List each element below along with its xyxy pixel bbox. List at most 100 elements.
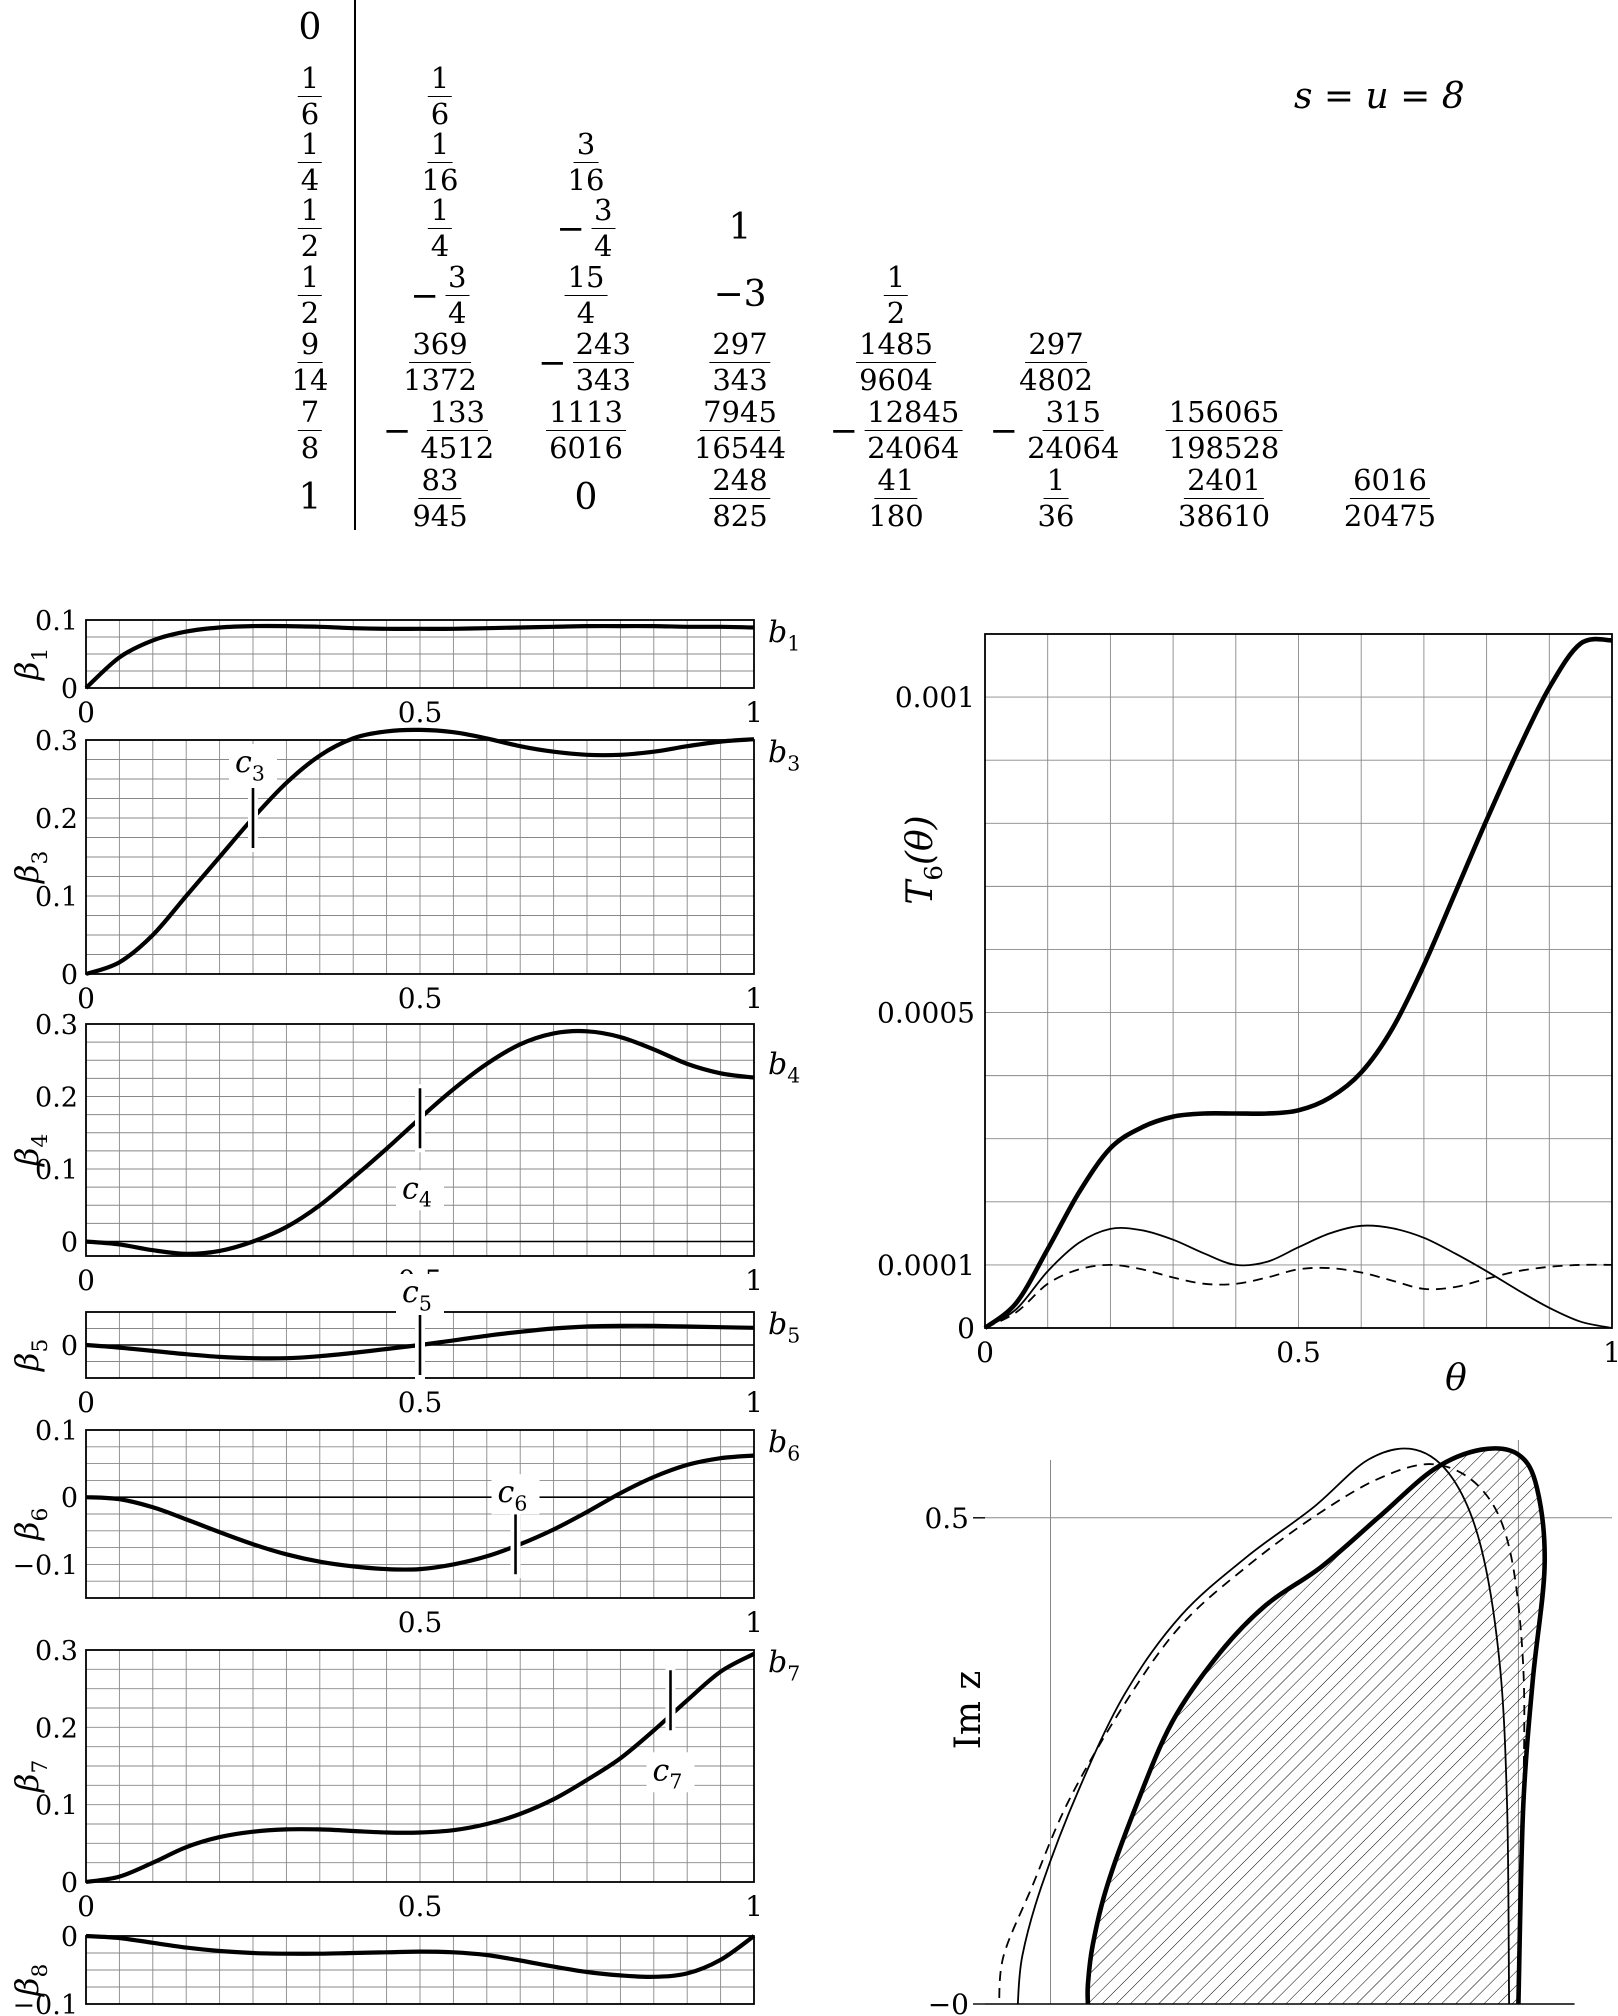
annotation-label-bg bbox=[396, 1274, 444, 1314]
denominator: 2 bbox=[886, 296, 906, 330]
tableau-a-4-2: −3 4 bbox=[557, 196, 616, 261]
tableau-a-5-2: 15 4 bbox=[564, 263, 608, 330]
y-tick-label: 0.2 bbox=[35, 804, 78, 835]
denominator: 4 bbox=[576, 296, 596, 330]
annotation-label: c5 bbox=[402, 1275, 432, 1315]
fraction: 2401 38610 bbox=[1175, 466, 1273, 531]
x-tick-label: 1 bbox=[1603, 1336, 1618, 1369]
tableau-c-8: 1 bbox=[299, 480, 322, 516]
numerator: 15 bbox=[564, 263, 608, 296]
fraction: 297 343 bbox=[709, 330, 771, 397]
y-tick-label: 0 bbox=[61, 1483, 78, 1514]
y-axis-label-text: β6 bbox=[8, 1508, 53, 1541]
tableau-a-8-6: 2401 38610 bbox=[1175, 466, 1273, 531]
x-axis-label: θ bbox=[1445, 1358, 1467, 1399]
fraction: 41 180 bbox=[865, 466, 926, 531]
annotation-label-bg bbox=[491, 1474, 540, 1515]
denominator: 24064 bbox=[867, 431, 960, 465]
y-axis-label-text: β8 bbox=[8, 1964, 53, 1997]
numerator: 7 bbox=[297, 398, 323, 431]
tableau-a-6-1: 369 1372 bbox=[400, 330, 480, 395]
tableau-a-4-3: 1 bbox=[729, 210, 752, 246]
butcher-tableau: s = u = 8 0 1 6 1 4 1 2 1 2 9 14 7 8 1 1 6 1 16 3 16 1 4−3 4 1−… bbox=[0, 0, 1618, 560]
fraction: 83 945 bbox=[409, 466, 470, 531]
x-tick-label: 0.5 bbox=[398, 1890, 443, 1923]
stability-curve-dashed bbox=[998, 1463, 1526, 2005]
numerator: 9 bbox=[297, 330, 323, 363]
right-label-text: b3 bbox=[768, 735, 800, 775]
x-tick-label: 1 bbox=[745, 696, 763, 729]
tableau-a-3-1: 1 16 bbox=[419, 130, 462, 195]
fraction: 9 14 bbox=[289, 330, 332, 395]
numerator: 133 bbox=[426, 398, 488, 431]
numerator: 1 bbox=[427, 64, 453, 97]
tableau-a-3-2: 3 16 bbox=[565, 130, 608, 195]
y-axis-label: β7 bbox=[8, 1760, 53, 1793]
fraction: 156065 198528 bbox=[1165, 398, 1283, 463]
fraction: 243 343 bbox=[572, 330, 634, 395]
y-axis-label-text: β4 bbox=[8, 1134, 53, 1167]
y-axis-label-text: T6(θ) bbox=[900, 815, 948, 904]
numerator: 1 bbox=[427, 130, 453, 163]
annotation-label: c4 bbox=[402, 1171, 432, 1211]
beta-panel-6: 0 0.1 0.2 0.3 0 0.5 1 β7 b7 c7 bbox=[8, 1636, 800, 1923]
numerator: 1 bbox=[297, 64, 323, 97]
y-axis-label: β1 bbox=[8, 648, 53, 681]
right-label: b3 bbox=[768, 735, 800, 775]
stability-panel: 0.5−0−0.50Im zRe z bbox=[924, 1440, 1612, 2016]
beta-panel-3: 00.10.20.300.51β4b4c4 bbox=[8, 1010, 800, 1297]
tableau-a-8-3: 248 825 bbox=[709, 466, 771, 533]
y-axis-label-text: Im z bbox=[948, 1671, 989, 1750]
x-tick-label: 0.5 bbox=[398, 2012, 443, 2016]
panel-frame bbox=[85, 619, 755, 689]
annotation-label-bg bbox=[396, 1170, 444, 1211]
beta-curve bbox=[85, 1933, 756, 1979]
denominator: 4 bbox=[448, 296, 467, 330]
x-tick-label: 0 bbox=[77, 982, 95, 1015]
annotation-label-bg bbox=[646, 1752, 695, 1793]
numerator: 315 bbox=[1042, 398, 1104, 431]
numerator: 41 bbox=[874, 466, 918, 499]
right-label: b6 bbox=[768, 1425, 800, 1465]
value-text: −3 bbox=[713, 274, 767, 315]
y-tick-label: 0 bbox=[61, 1868, 78, 1899]
beta-panel-5: 0.1 0 −0.1 0.5 1 β6 b6 c6 bbox=[8, 1416, 800, 1639]
denominator: 4 bbox=[300, 163, 320, 197]
fraction: 248 825 bbox=[709, 466, 771, 533]
x-tick-label: 0.5 bbox=[398, 1606, 443, 1639]
tableau-a-7-4: −12845 24064 bbox=[830, 398, 963, 463]
numerator: 1113 bbox=[546, 398, 626, 431]
beta-panel-4: 0 0 0.5 1 β5 b5 c5 bbox=[8, 1274, 800, 1419]
x-tick-label: 1 bbox=[745, 1890, 763, 1923]
x-tick-label: 1 bbox=[745, 982, 763, 1015]
denominator: 6 bbox=[430, 97, 450, 131]
denominator: 825 bbox=[712, 499, 768, 533]
denominator: 38610 bbox=[1177, 499, 1271, 533]
y-axis-label-text: β1 bbox=[8, 648, 53, 681]
annotation-label-bg bbox=[229, 744, 277, 784]
x-tick-label: 0 bbox=[77, 696, 95, 729]
parameter-label: s = u = 8 bbox=[1294, 76, 1465, 117]
denominator: 343 bbox=[712, 363, 768, 397]
beta-curve bbox=[84, 623, 755, 690]
minus-sign: − bbox=[829, 410, 859, 451]
right-label-text: b4 bbox=[768, 1047, 800, 1087]
value-text: 0 bbox=[574, 477, 598, 518]
y-axis-label-text: β3 bbox=[8, 851, 53, 884]
tableau-a-6-3: 297 343 bbox=[709, 330, 771, 397]
y-axis-label: β6 bbox=[8, 1508, 53, 1541]
x-tick-label: −0.5 bbox=[1017, 2014, 1085, 2016]
minus-sign: − bbox=[382, 410, 412, 451]
denominator: 36 bbox=[1037, 499, 1075, 533]
right-label-text: b1 bbox=[768, 615, 800, 655]
grid bbox=[985, 634, 1612, 1328]
tableau-a-8-5: 1 36 bbox=[1035, 466, 1078, 531]
numerator: 1 bbox=[427, 196, 453, 229]
numerator: 297 bbox=[1025, 330, 1087, 363]
